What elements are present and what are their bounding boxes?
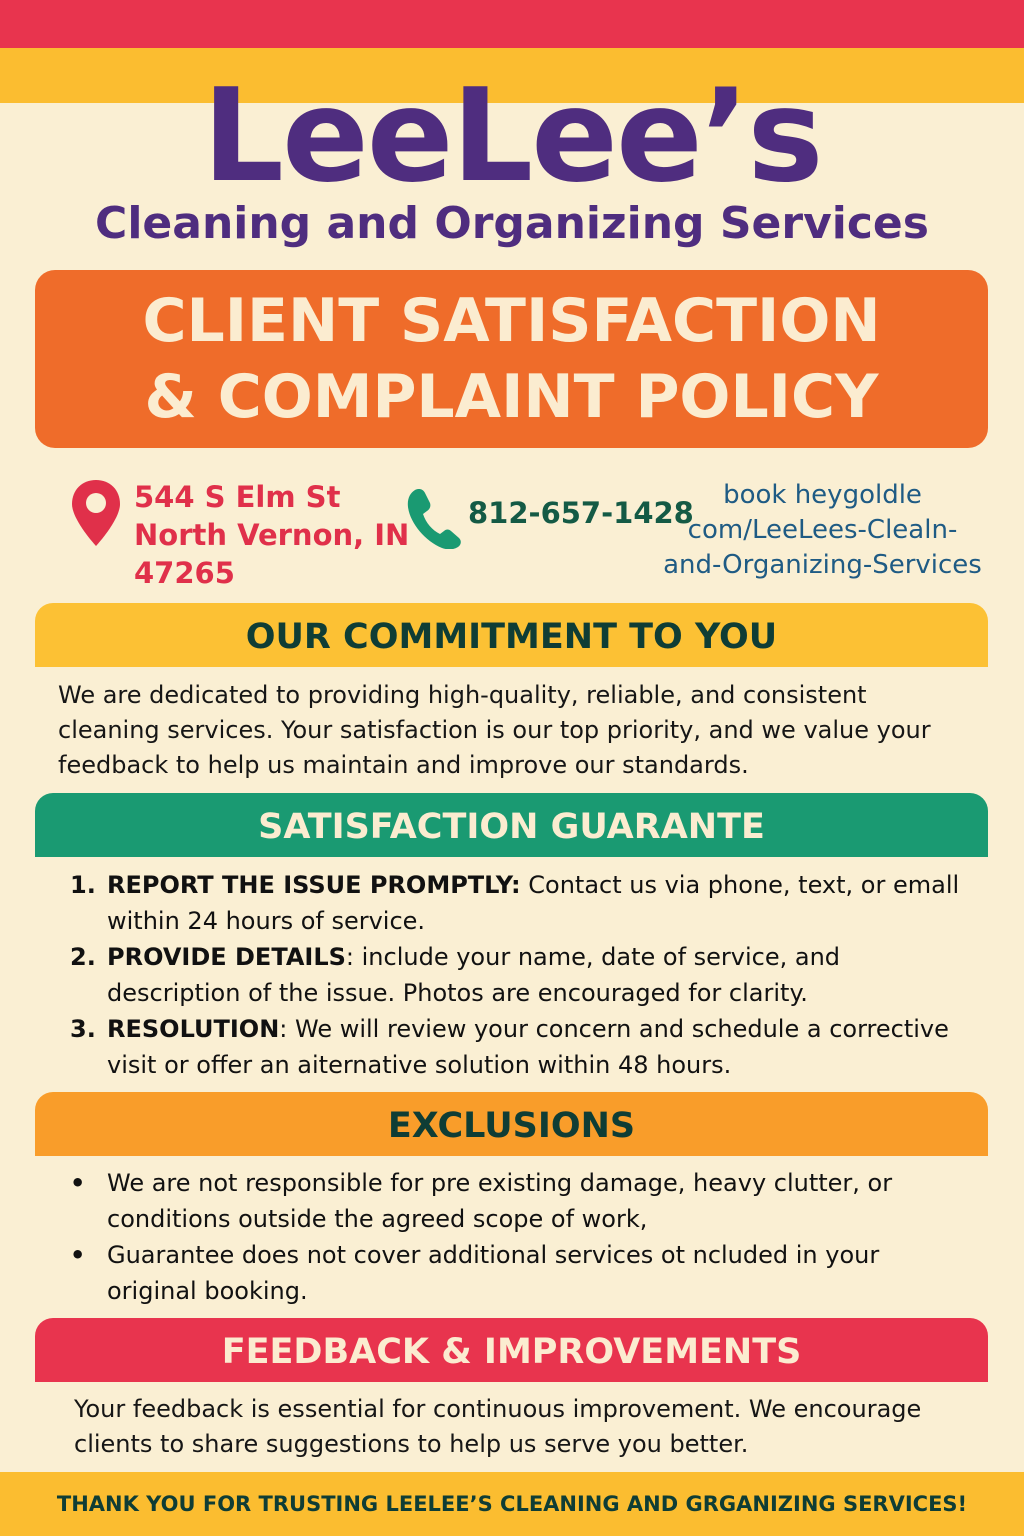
website-link[interactable]: book heygoldle com/LeeLees-Clealn- and-O… xyxy=(650,478,995,583)
policy-banner: CLIENT SATISFACTION & COMPLAINT POLICY xyxy=(35,270,988,448)
item-title: REPORT THE ISSUE PROMPTLY: xyxy=(107,871,521,899)
phone-icon xyxy=(407,489,461,549)
item-number: 3. xyxy=(70,1015,96,1043)
exclusion-text: We are not responsible for pre existing … xyxy=(107,1169,893,1233)
website-line: and-Organizing-Services xyxy=(663,550,982,580)
brand-name: LeeLee’s xyxy=(202,62,823,211)
guarantee-item: 1. REPORT THE ISSUE PROMPTLY: Contact us … xyxy=(70,867,970,939)
commitment-heading: OUR COMMITMENT TO YOU xyxy=(35,603,988,667)
top-red-stripe xyxy=(0,0,1024,48)
banner-line-1: CLIENT SATISFACTION xyxy=(142,286,881,356)
banner-line-2: & COMPLAINT POLICY xyxy=(144,362,879,432)
exclusion-text: Guarantee does not cover additional serv… xyxy=(107,1241,880,1305)
guarantee-item: 3. RESOLUTION: We will review your concer… xyxy=(70,1011,970,1083)
guarantee-list: 1. REPORT THE ISSUE PROMPTLY: Contact us … xyxy=(70,867,970,1083)
item-title: PROVIDE DETAILS xyxy=(107,943,346,971)
exclusion-item: • Guarantee does not cover additional ser… xyxy=(70,1237,970,1309)
map-pin-icon xyxy=(72,480,120,546)
feedback-heading: FEEDBACK & IMPROVEMENTS xyxy=(35,1318,988,1382)
exclusion-item: • We are not responsible for pre existing… xyxy=(70,1165,970,1237)
footer-thank-you: THANK YOU FOR TRUSTING LEELEE’S CLEANING… xyxy=(0,1472,1024,1536)
exclusions-heading: EXCLUSIONS xyxy=(35,1092,988,1156)
bullet: • xyxy=(70,1241,86,1269)
item-title: RESOLUTION xyxy=(107,1015,280,1043)
feedback-text: Your feedback is essential for continuou… xyxy=(74,1395,922,1458)
item-text: Contact us via phone, text, or emall wit… xyxy=(107,871,960,935)
address-line: North Vernon, IN xyxy=(134,518,410,552)
address-line: 544 S Elm St xyxy=(134,480,341,514)
address: 544 S Elm St North Vernon, IN 47265 xyxy=(134,478,409,592)
item-text: : include your name, date of service, an… xyxy=(107,943,841,1007)
commitment-text: We are dedicated to providing high-quali… xyxy=(58,681,931,779)
guarantee-heading: SATISFACTION GUARANTE xyxy=(35,793,988,857)
guarantee-item: 2. PROVIDE DETAILS: include your name, da… xyxy=(70,939,970,1011)
top-yellow-stripe xyxy=(0,48,1024,103)
item-text: : We will review your concern and schedu… xyxy=(107,1015,949,1079)
bullet: • xyxy=(70,1169,86,1197)
exclusions-list: • We are not responsible for pre existing… xyxy=(70,1165,970,1309)
website-line: book heygoldle xyxy=(723,480,922,510)
website-line: com/LeeLees-Clealn- xyxy=(687,515,958,545)
item-number: 2. xyxy=(70,943,96,971)
brand-subtitle: Cleaning and Organizing Services xyxy=(95,198,929,249)
phone-number[interactable]: 812-657-1428 xyxy=(468,496,694,530)
address-line: 47265 xyxy=(134,556,235,590)
item-number: 1. xyxy=(70,871,96,899)
